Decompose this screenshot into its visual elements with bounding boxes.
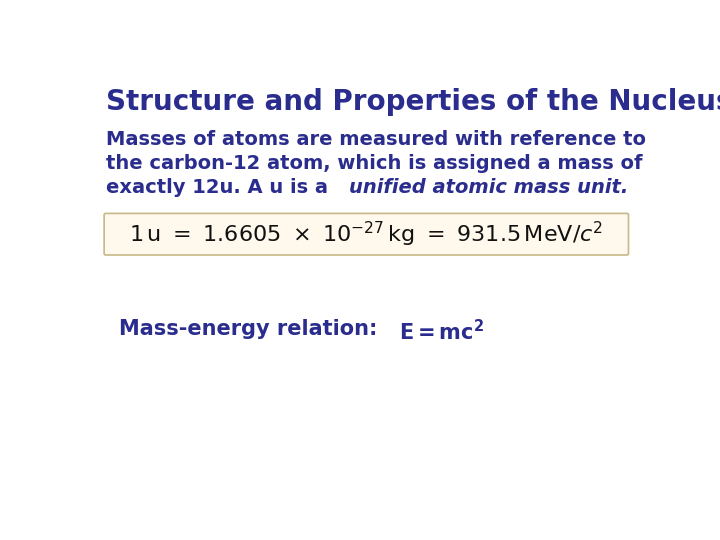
Text: Structure and Properties of the Nucleus: Structure and Properties of the Nucleus <box>106 88 720 116</box>
Text: Masses of atoms are measured with reference to: Masses of atoms are measured with refere… <box>106 130 646 149</box>
Text: unified atomic mass unit.: unified atomic mass unit. <box>349 178 629 197</box>
FancyBboxPatch shape <box>104 213 629 255</box>
Text: Mass-energy relation:: Mass-energy relation: <box>119 319 399 339</box>
Text: $\mathbf{E = mc^2}$: $\mathbf{E = mc^2}$ <box>399 319 484 344</box>
Text: the carbon-12 atom, which is assigned a mass of: the carbon-12 atom, which is assigned a … <box>106 154 642 173</box>
Text: $\mathrm{1\,u\ =\ 1.6605\ \times\ 10^{-27}\,kg\ =\ 931.5\,MeV/\mathit{c}^{2}}$: $\mathrm{1\,u\ =\ 1.6605\ \times\ 10^{-2… <box>130 220 603 249</box>
Text: exactly 12u. A u is a: exactly 12u. A u is a <box>106 178 334 197</box>
